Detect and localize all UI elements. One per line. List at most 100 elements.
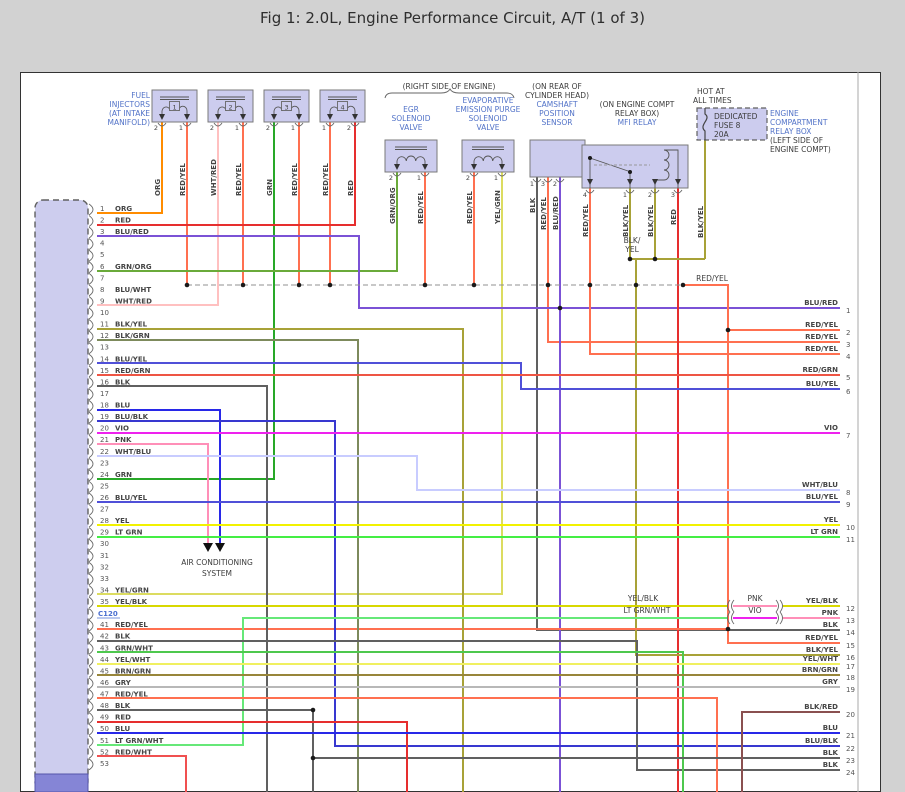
pin-row: 29 LT GRN — [88, 527, 143, 540]
diagram-text: EVAPORATIVE — [462, 96, 513, 105]
left-pin-list: 1 ORG 2 RED 3 BLU/RED 4 5 6 GRN/ORG 7 — [88, 203, 164, 771]
right-pin-number: 13 — [846, 617, 855, 625]
component-pin-number: 2 — [648, 191, 652, 199]
diagram-text: SOLENOID — [391, 114, 430, 123]
pin-number: 43 — [100, 644, 109, 652]
svg-text:BLK/YEL: BLK/YEL — [647, 204, 655, 237]
pin-bracket-icon — [88, 631, 94, 644]
pin-row: 8 BLU/WHT — [88, 284, 151, 297]
pin-row: 17 — [88, 388, 109, 401]
pin-bracket-icon — [88, 481, 94, 493]
wire-segment — [97, 455, 840, 491]
pin-bracket-icon — [88, 689, 94, 701]
rotated-label: RED/YEL — [582, 204, 590, 237]
pin-row: 31 — [88, 550, 109, 563]
rotated-label: BLK/YEL — [622, 204, 630, 237]
pin-wire-color-label: YEL/WHT — [114, 656, 150, 664]
pin-wire-color-label: RED — [115, 714, 131, 722]
pin-bracket-icon — [88, 469, 94, 482]
pin-row: 15 RED/GRN — [88, 365, 151, 378]
pin-wire-color-label: BLU — [115, 725, 131, 733]
pin-number: 24 — [100, 471, 109, 479]
pin-row: 22 WHT/BLU — [88, 446, 151, 459]
pin-bracket-icon — [88, 319, 94, 331]
pin-bracket-icon — [88, 272, 94, 285]
pin-bracket-icon — [88, 296, 94, 308]
c120-connector-link[interactable]: C120 — [97, 610, 120, 619]
component-pin-number: 1 — [530, 180, 534, 188]
pin-row: 32 — [88, 561, 109, 574]
diagram-text: FUEL — [131, 91, 151, 100]
svg-text:WHT/RED: WHT/RED — [210, 159, 218, 196]
pin-number: 32 — [100, 563, 109, 571]
fuse-element-icon — [702, 108, 708, 140]
right-pin-number: 14 — [846, 629, 855, 637]
right-wire-color-label: BLU/YEL — [806, 380, 839, 388]
right-pin-number: 16 — [846, 654, 855, 662]
pin-bracket-icon — [88, 538, 94, 551]
pin-bracket-icon — [88, 353, 94, 366]
wire-segment — [97, 409, 221, 543]
right-wire-color-label: RED/YEL — [805, 333, 838, 341]
pin-bracket-icon — [88, 504, 94, 516]
component-pin-number: 2 — [154, 124, 158, 132]
wire-segment — [97, 385, 268, 792]
pin-number: 4 — [100, 240, 105, 248]
wire-segment — [741, 711, 840, 792]
junction-dots — [184, 256, 731, 761]
pin-number: 12 — [100, 332, 109, 340]
right-pin-row: GRY 19 — [822, 678, 855, 694]
right-wire-color-label: VIO — [824, 424, 838, 432]
wire-segment — [97, 121, 275, 480]
component-pin-arcs — [157, 122, 683, 194]
right-pin-row: RED/YEL 2 — [805, 321, 850, 337]
rotated-label: RED/YEL — [322, 163, 330, 196]
pin-wire-color-label: BRN/GRN — [115, 667, 151, 675]
pin-number: 7 — [100, 274, 104, 282]
pin-number: 26 — [100, 494, 109, 502]
pin-wire-color-label: RED/YEL — [115, 691, 148, 699]
pin-number: 11 — [100, 321, 109, 329]
pin-row: 50 BLU — [88, 723, 131, 736]
pin-wire-color-label: WHT/RED — [115, 297, 152, 305]
pin-bracket-icon — [88, 642, 94, 655]
pin-row: 49 RED — [88, 712, 131, 725]
pin-bracket-icon — [88, 758, 94, 771]
pin-bracket-icon — [88, 666, 94, 678]
pin-bracket-icon — [88, 712, 94, 725]
pin-bracket-icon — [88, 215, 94, 227]
svg-text:BLK: BLK — [529, 197, 537, 213]
right-pin-row: BLK/YEL 16 — [806, 646, 856, 662]
diagram-text: SYSTEM — [202, 569, 232, 578]
right-wire-color-label: BLK/YEL — [806, 646, 839, 654]
pin-wire-color-label: RED/GRN — [115, 367, 151, 375]
diagram-text: POSITION — [539, 109, 575, 118]
pin-wire-color-label: BLU/BLK — [115, 413, 149, 421]
pin-row: 34 YEL/GRN — [88, 585, 149, 597]
right-pin-row: YEL/BLK 12 — [805, 597, 855, 613]
diagram-text: SENSOR — [542, 118, 573, 127]
diagram-text: AIR CONDITIONING — [181, 558, 253, 567]
pin-row: 4 — [88, 238, 105, 251]
pin-row: 19 BLU/BLK — [88, 411, 149, 424]
diagram-text: RED/YEL — [696, 274, 729, 283]
rotated-label: BLU/RED — [552, 196, 560, 230]
diagram-text: CYLINDER HEAD) — [525, 91, 589, 100]
pin-wire-color-label: BLK — [115, 633, 131, 641]
pin-number: 1 — [100, 205, 104, 213]
pin-number: 13 — [100, 344, 109, 352]
diagram-text: HOT AT — [697, 87, 725, 96]
component-pin-number: 2 — [266, 124, 270, 132]
diagram-text: (ON REAR OF — [532, 82, 582, 91]
pin-number: 50 — [100, 725, 109, 733]
pin-number: 5 — [100, 251, 104, 259]
right-pin-row: RED/YEL 3 — [805, 333, 850, 349]
right-wire-color-label: BLK — [823, 621, 839, 629]
pin-bracket-icon — [88, 342, 94, 355]
pin-wire-color-label: BLU/YEL — [115, 355, 148, 363]
right-pin-row: YEL 10 — [823, 516, 855, 532]
pin-row: 45 BRN/GRN — [88, 666, 151, 678]
pin-row: 16 BLK — [88, 377, 131, 389]
svg-text:C120: C120 — [98, 610, 118, 618]
svg-text:BLK/YEL: BLK/YEL — [697, 205, 705, 238]
